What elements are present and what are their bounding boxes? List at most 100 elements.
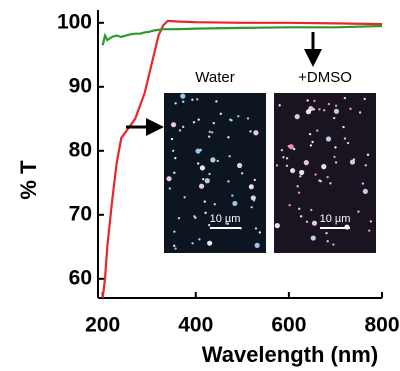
particle [204, 212, 206, 214]
particle [237, 115, 239, 117]
particle [250, 185, 252, 187]
particle [237, 163, 242, 168]
particle [282, 156, 284, 158]
particle [296, 185, 298, 187]
particle [183, 196, 185, 198]
x-tick-label: 200 [85, 314, 120, 337]
particle [362, 182, 364, 184]
particle [311, 235, 316, 240]
particle [288, 204, 290, 206]
particle [293, 148, 295, 150]
particle [326, 136, 331, 141]
particle [326, 176, 328, 178]
particle [335, 104, 337, 106]
particle [306, 221, 308, 223]
particle [325, 232, 327, 234]
particle [326, 240, 328, 242]
particle [232, 201, 237, 206]
particle [344, 97, 346, 99]
particle [227, 180, 229, 182]
particle [311, 141, 313, 143]
x-tick-label: 400 [178, 314, 213, 337]
particle [299, 175, 301, 177]
particle [209, 131, 211, 133]
particle [255, 227, 257, 229]
particle [291, 169, 293, 171]
x-axis-title: Wavelength (nm) [202, 342, 378, 367]
particle [286, 157, 288, 159]
particle [347, 142, 349, 144]
particle [253, 199, 255, 201]
y-tick-label: 70 [69, 202, 92, 225]
particle [174, 102, 176, 104]
data-line [103, 26, 382, 45]
particle [295, 114, 300, 119]
x-tick-label: 600 [271, 314, 306, 337]
particle [207, 241, 212, 246]
particle [307, 99, 309, 101]
particle [197, 162, 199, 164]
particle [171, 138, 173, 140]
particle [368, 229, 370, 231]
particle [227, 136, 229, 138]
particle [318, 108, 320, 110]
particle [213, 122, 215, 124]
y-axis-title: % T [16, 160, 41, 200]
particle [323, 109, 325, 111]
particle [208, 135, 210, 137]
particle [195, 148, 200, 153]
x-tick-label: 800 [364, 314, 399, 337]
particle [220, 113, 222, 115]
particle [316, 129, 318, 131]
particle [217, 160, 219, 162]
particle [334, 109, 339, 114]
particle [228, 155, 230, 157]
particle [215, 100, 217, 102]
particle [182, 126, 184, 128]
particle [313, 100, 315, 102]
particle [191, 99, 193, 101]
particle [253, 130, 258, 135]
particle [247, 117, 249, 119]
particle [205, 178, 210, 183]
particle [350, 159, 355, 164]
particle [300, 215, 302, 217]
particle [171, 122, 176, 127]
particle [321, 164, 326, 169]
particle [349, 108, 351, 110]
inset-label: +DMSO [298, 69, 352, 86]
particle [281, 149, 283, 151]
particle [210, 157, 215, 162]
particle [333, 117, 335, 119]
particle [334, 146, 336, 148]
particle [276, 164, 278, 166]
particle [312, 221, 317, 226]
particle [174, 157, 176, 159]
particle [364, 98, 366, 100]
particle [286, 165, 288, 167]
particle [318, 179, 320, 181]
particle [298, 192, 300, 194]
particle [198, 238, 200, 240]
particle [198, 118, 200, 120]
particle [179, 129, 181, 131]
particle [255, 243, 260, 248]
particle [309, 133, 311, 135]
particle [306, 109, 311, 114]
particle [357, 210, 359, 212]
particle [211, 131, 213, 133]
particle [298, 208, 300, 210]
particle [344, 137, 346, 139]
particle [174, 247, 176, 249]
particle [367, 154, 369, 156]
particle [359, 111, 361, 113]
particle [193, 121, 195, 123]
particle [299, 170, 304, 175]
particle [342, 126, 344, 128]
y-tick-label: 100 [57, 10, 92, 33]
particle [229, 119, 231, 121]
particle [200, 165, 205, 170]
particle [314, 173, 316, 175]
particle [173, 230, 175, 232]
particle [214, 203, 216, 205]
